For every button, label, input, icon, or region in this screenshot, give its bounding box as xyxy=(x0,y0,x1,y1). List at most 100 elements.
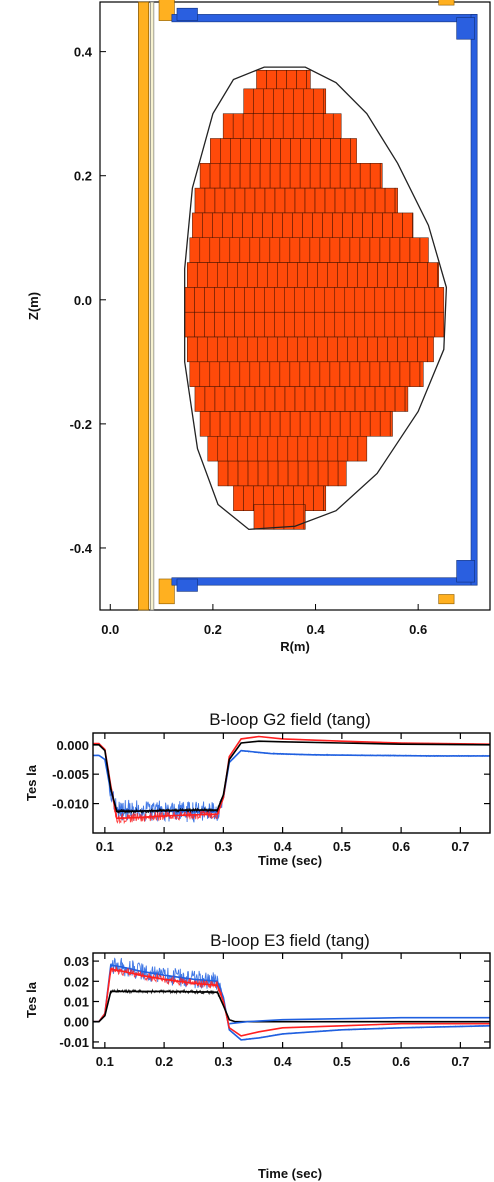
plasma-cell xyxy=(237,460,249,487)
plasma-cell xyxy=(269,163,281,189)
plasma-cell xyxy=(397,336,408,363)
plasma-cell xyxy=(379,361,391,387)
plasma-cell xyxy=(327,336,338,363)
plasma-cell xyxy=(219,237,231,263)
y-axis-label: Tes la xyxy=(24,764,39,801)
x-tick-label: 0.3 xyxy=(214,839,232,854)
plasma-cell xyxy=(202,212,213,239)
plasma-cell xyxy=(324,287,336,313)
plasma-cell xyxy=(324,311,336,338)
plasma-cell xyxy=(262,113,274,139)
pf-coil xyxy=(158,0,175,21)
plasma-cell xyxy=(352,212,363,239)
plasma-cell xyxy=(259,361,271,387)
plasma-cell xyxy=(239,237,251,263)
plasma-cell xyxy=(247,460,259,487)
y-tick-label: 0.4 xyxy=(74,45,93,60)
y-tick-label: -0.010 xyxy=(52,797,89,812)
plasma-cell xyxy=(384,311,396,338)
x-tick-label: 0.6 xyxy=(409,622,427,637)
plasma-cell xyxy=(379,411,391,437)
plasma-cell xyxy=(317,436,329,462)
plasma-cell xyxy=(313,88,324,114)
plasma-cell xyxy=(314,311,326,338)
plasma-cell xyxy=(217,336,228,363)
plasma-cell xyxy=(434,287,445,313)
plasma-cell xyxy=(260,138,271,164)
plasma-cell xyxy=(224,311,235,338)
plasma-cell xyxy=(289,361,301,387)
series-line xyxy=(93,749,490,813)
plasma-cell xyxy=(307,460,319,487)
plasma-cell xyxy=(387,262,398,288)
plasma-cell xyxy=(337,436,349,462)
series-line xyxy=(229,1016,490,1025)
plasma-cell xyxy=(327,460,339,487)
plasma-cell xyxy=(212,212,223,239)
y-tick-label: 0.02 xyxy=(64,974,89,989)
plasma-cell xyxy=(309,361,321,387)
plasma-cell xyxy=(269,237,281,263)
plasma-cell xyxy=(354,187,366,214)
plasma-cell xyxy=(414,311,426,338)
plasma-cell xyxy=(419,237,429,263)
plasma-cell xyxy=(227,262,238,288)
plasma-cell xyxy=(214,386,226,412)
plasma-cell xyxy=(289,237,301,263)
plasma-cell xyxy=(329,237,341,263)
e3-field-plot: B-loop E3 field (tang) 0.1 0.2 0.3 0.4 0.5 0.… xyxy=(24,931,491,1181)
plasma-cell xyxy=(199,163,211,189)
plasma-cell xyxy=(289,163,301,189)
plasma-cell xyxy=(272,212,283,239)
plasma-cell xyxy=(229,411,241,437)
plasma-cell xyxy=(254,386,266,412)
plasma-cell xyxy=(184,287,195,313)
plasma-cell xyxy=(219,163,231,189)
plasma-cell xyxy=(287,460,299,487)
x-tick-labels: 0.0 0.2 0.4 0.6 xyxy=(101,604,427,637)
plasma-cell xyxy=(222,113,234,139)
plasma-cell xyxy=(229,163,241,189)
plasma-cell xyxy=(294,287,305,313)
plasma-cell xyxy=(299,163,311,189)
plasma-cell xyxy=(389,411,393,437)
plasma-cell xyxy=(349,361,361,387)
plasma-cell xyxy=(284,386,296,412)
pf-coil xyxy=(158,578,175,605)
plasma-cell xyxy=(184,311,195,338)
plasma-cell xyxy=(234,386,246,412)
plasma-cell xyxy=(324,386,336,412)
plasma-cell xyxy=(267,436,279,462)
plasma-cell xyxy=(247,262,258,288)
plasma-cell xyxy=(252,212,263,239)
plasma-cell xyxy=(229,237,241,263)
y-tick-label: 0.01 xyxy=(64,995,89,1010)
solenoid-coil xyxy=(138,1,150,611)
plasma-cell xyxy=(277,460,289,487)
plasma-cell xyxy=(199,237,211,263)
plasma-cell xyxy=(279,163,291,189)
plasma-cell xyxy=(300,138,311,164)
plasma-cell xyxy=(407,336,418,363)
plasma-cell xyxy=(293,88,304,114)
plasma-cell xyxy=(244,287,255,313)
x-tick-labels: 0.1 0.2 0.3 0.4 0.5 0.6 0.7 xyxy=(96,953,469,1069)
plasma-cell xyxy=(220,138,231,164)
plasma-cell xyxy=(297,460,309,487)
plasma-cell xyxy=(204,311,215,338)
plasma-cell xyxy=(344,386,356,412)
plasma-cell xyxy=(224,386,236,412)
plasma-cell xyxy=(424,311,436,338)
series-1 xyxy=(93,965,490,1037)
plasma-cell xyxy=(230,138,241,164)
plasma-cell xyxy=(186,262,198,288)
plasma-cell xyxy=(214,187,226,214)
plasma-cell xyxy=(389,361,401,387)
plasma-cell xyxy=(359,163,371,189)
plasma-cell xyxy=(292,212,303,239)
plasma-cell xyxy=(240,138,251,164)
plasma-cell xyxy=(217,436,229,462)
plasma-cell xyxy=(399,361,411,387)
plasma-cell xyxy=(274,311,285,338)
